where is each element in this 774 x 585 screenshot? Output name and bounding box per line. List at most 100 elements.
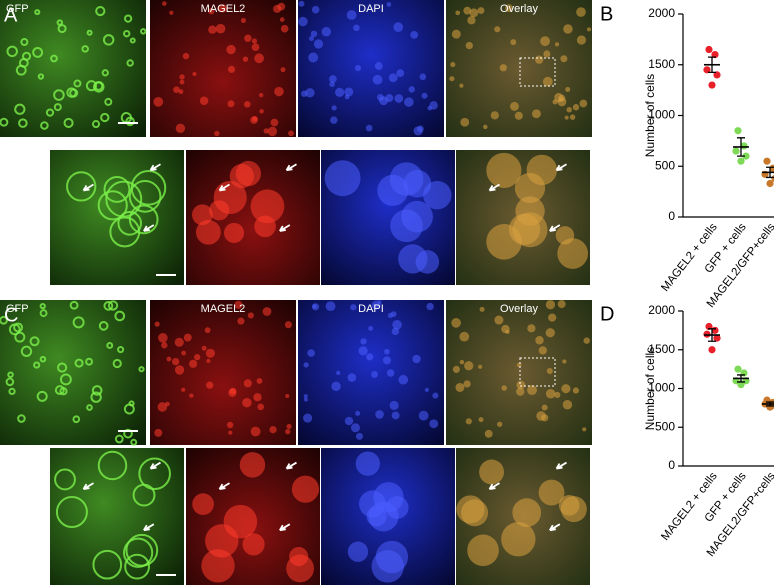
cell <box>329 75 337 83</box>
cell <box>305 88 315 98</box>
cell <box>53 89 65 101</box>
cell <box>235 160 262 187</box>
cell <box>358 346 368 356</box>
cell <box>72 415 81 424</box>
cell <box>389 400 399 410</box>
cell <box>377 174 409 206</box>
data-point <box>763 157 771 165</box>
cell <box>391 411 400 420</box>
cell <box>557 300 566 309</box>
cell <box>542 76 553 87</box>
cell <box>97 450 128 481</box>
arrow <box>285 461 297 470</box>
arrow <box>143 523 155 532</box>
cell <box>183 333 192 342</box>
cell <box>20 37 29 46</box>
cell <box>497 421 503 427</box>
cell <box>286 554 314 583</box>
sem-bar <box>737 137 745 157</box>
cell <box>112 358 122 369</box>
micrograph <box>150 0 296 137</box>
cell <box>450 61 456 68</box>
cell <box>564 115 569 120</box>
data-point <box>742 152 750 160</box>
cell <box>419 73 427 81</box>
cell <box>432 392 439 399</box>
cell <box>107 300 119 311</box>
cell <box>398 374 409 385</box>
cell <box>54 468 76 491</box>
cell <box>408 86 415 93</box>
cell <box>325 301 336 312</box>
cell <box>308 52 319 63</box>
cell <box>247 312 254 319</box>
micrograph <box>50 150 184 285</box>
cell <box>181 387 186 392</box>
cell <box>382 356 391 365</box>
cell <box>138 457 171 491</box>
cell <box>174 365 185 375</box>
cell <box>161 342 168 349</box>
cell <box>274 86 284 97</box>
cell <box>396 69 405 78</box>
cell <box>365 124 373 132</box>
cell <box>263 128 269 134</box>
cell <box>158 333 168 343</box>
cell <box>452 365 460 373</box>
cell <box>59 373 72 386</box>
cell <box>459 83 464 88</box>
cell <box>229 387 237 395</box>
sem-bar <box>708 56 716 74</box>
cell <box>545 328 555 338</box>
cell <box>109 216 141 248</box>
cell <box>582 427 587 432</box>
y-tick-label: 0 <box>668 458 675 472</box>
cell <box>330 116 338 124</box>
data-point <box>734 127 742 135</box>
cell <box>366 506 387 527</box>
cell <box>128 180 162 213</box>
cell <box>412 354 421 364</box>
cell <box>303 397 308 402</box>
arrow <box>549 523 561 532</box>
cell <box>242 397 252 408</box>
cell <box>541 414 549 422</box>
cell <box>161 1 167 6</box>
cell <box>566 106 572 113</box>
cell <box>360 338 367 345</box>
arrow <box>218 183 230 192</box>
cell <box>286 423 292 430</box>
cell <box>329 81 335 88</box>
cell <box>386 369 395 377</box>
cell <box>394 94 404 103</box>
y-tick-label: 2000 <box>648 303 675 317</box>
cell <box>410 30 419 39</box>
micrograph <box>0 0 146 137</box>
cell <box>90 391 102 403</box>
cell <box>377 300 382 305</box>
cell <box>192 493 214 516</box>
arrow <box>82 482 94 490</box>
data-point <box>771 174 774 182</box>
cell <box>55 496 88 529</box>
cell <box>455 10 461 16</box>
cell <box>242 533 265 556</box>
cell <box>538 479 565 506</box>
data-point <box>732 147 740 155</box>
cell <box>346 10 357 20</box>
cell <box>586 27 592 32</box>
cell <box>514 172 546 204</box>
y-tick-label: 1500 <box>648 57 675 71</box>
cell <box>464 361 474 371</box>
y-tick-label: 500 <box>655 158 675 172</box>
cell <box>499 64 507 72</box>
data-point <box>708 346 716 354</box>
cell <box>14 103 26 115</box>
cell <box>130 438 138 446</box>
cell <box>226 421 234 429</box>
cell <box>267 126 278 137</box>
cell <box>114 434 124 444</box>
cell <box>298 0 305 7</box>
cell <box>379 96 388 106</box>
